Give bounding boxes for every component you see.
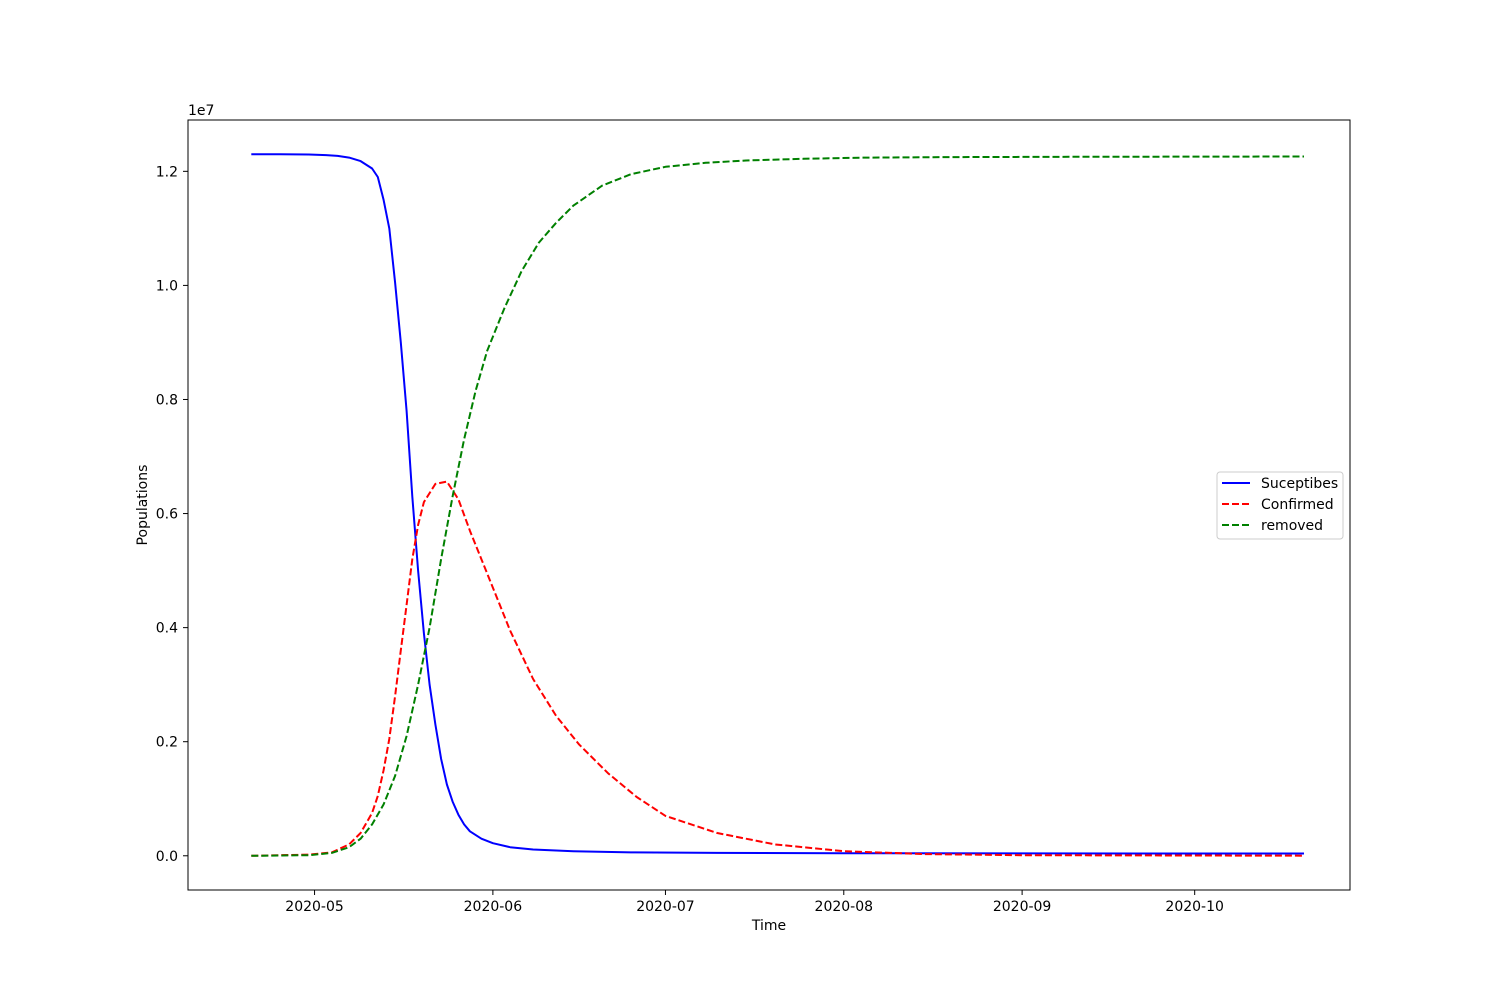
legend-label-removed: removed (1261, 518, 1323, 534)
y-tick-label: 0.0 (156, 849, 178, 865)
legend-label-confirmed: Confirmed (1261, 497, 1334, 513)
y-tick-label: 1.2 (156, 164, 178, 180)
y-tick-label: 1.0 (156, 278, 178, 294)
series-line-confirmed (251, 480, 1305, 857)
x-axis-label: Time (751, 918, 786, 934)
legend: Suceptibes Confirmed removed (1216, 471, 1344, 540)
plot-lines (251, 153, 1305, 857)
y-axis-ticks: 0.0 0.2 0.4 0.6 0.8 1.0 1.2 (156, 164, 188, 865)
y-axis-label: Populations (135, 465, 151, 546)
y-tick-label: 0.2 (156, 735, 178, 751)
x-tick-label: 2020-07 (636, 899, 695, 915)
y-tick-label: 0.6 (156, 507, 178, 523)
x-tick-label: 2020-09 (993, 899, 1052, 915)
x-axis-ticks: 2020-05 2020-06 2020-07 2020-08 2020-09 2020-… (285, 890, 1224, 915)
x-tick-label: 2020-10 (1165, 899, 1224, 915)
x-tick-label: 2020-08 (815, 899, 874, 915)
series-line-suceptibes (251, 153, 1305, 855)
legend-label-suceptibes: Suceptibes (1261, 476, 1338, 492)
x-tick-label: 2020-05 (285, 899, 344, 915)
y-offset-label: 1e7 (188, 103, 214, 119)
x-tick-label: 2020-06 (464, 899, 523, 915)
axes-frame (187, 119, 1351, 891)
y-tick-label: 0.4 (156, 621, 178, 637)
legend-box (1216, 471, 1344, 540)
series-line-removed (251, 155, 1305, 857)
y-tick-label: 0.8 (156, 392, 178, 408)
